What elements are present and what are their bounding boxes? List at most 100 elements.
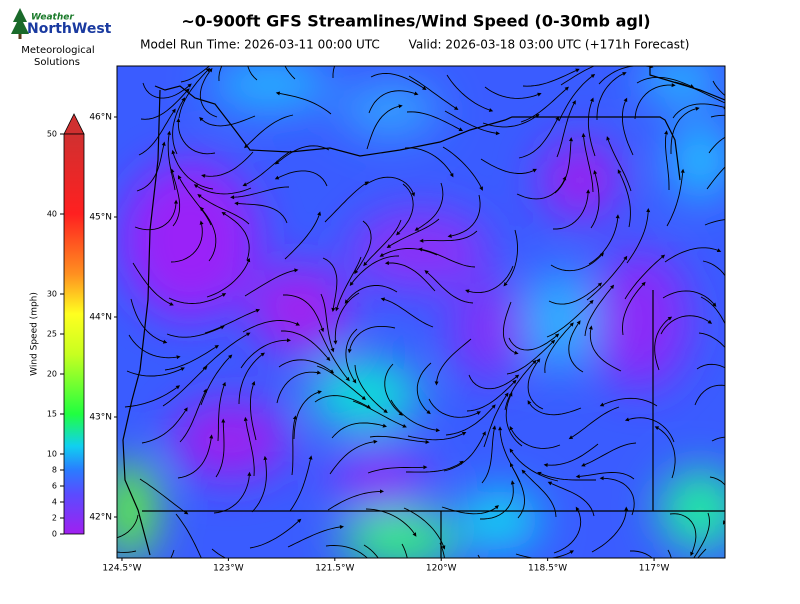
streamline — [587, 101, 596, 157]
stream-arrow — [363, 261, 368, 267]
stream-arrow — [498, 426, 503, 431]
stream-arrow — [389, 592, 394, 597]
stream-arrow — [599, 402, 605, 407]
stream-arrow — [441, 545, 446, 550]
streamline — [583, 136, 594, 193]
stream-arrow — [185, 88, 190, 93]
streamline — [249, 521, 299, 549]
streamline — [621, 101, 634, 156]
stream-arrow — [739, 391, 745, 397]
stream-arrow — [379, 489, 384, 494]
streamline — [329, 441, 374, 475]
streamline — [502, 301, 516, 353]
boundaries — [122, 66, 725, 558]
streamline — [553, 193, 589, 230]
streamline — [406, 462, 461, 473]
stream-arrow — [419, 238, 424, 243]
logo-subtitle: Meteorological — [21, 45, 94, 56]
streamline — [124, 387, 178, 408]
stream-arrow — [756, 459, 761, 464]
streamline — [277, 145, 330, 163]
streamline — [242, 320, 297, 333]
streamline — [324, 183, 366, 223]
streamline — [446, 74, 490, 111]
streamline — [200, 356, 230, 406]
stream-arrow — [379, 253, 384, 257]
streamline — [126, 368, 182, 377]
stream-arrow — [495, 131, 500, 136]
stream-arrow — [509, 425, 514, 431]
streamline — [196, 186, 252, 195]
streamline — [279, 92, 332, 115]
stream-arrow — [205, 67, 211, 73]
lon-label: 117°W — [639, 564, 670, 574]
model-run: Model Run Time: 2026-03-11 00:00 UTC — [140, 38, 380, 52]
streamline — [423, 230, 478, 242]
streamline — [516, 179, 565, 200]
stream-arrow — [514, 350, 519, 355]
stream-arrow — [547, 481, 553, 486]
stream-arrow — [384, 261, 390, 265]
streamline — [334, 292, 360, 341]
streamline — [568, 323, 584, 373]
streamline — [276, 371, 318, 404]
streamline — [548, 284, 600, 305]
streamline — [278, 170, 328, 187]
streamline — [584, 287, 612, 337]
streamline — [672, 103, 725, 119]
stream-arrow — [347, 348, 352, 354]
streamline — [177, 121, 216, 155]
streamline — [204, 151, 254, 177]
stream-arrow — [373, 439, 378, 444]
stream-arrow — [286, 338, 291, 343]
streamline — [694, 384, 725, 406]
stream-arrow — [161, 141, 166, 146]
streamline — [369, 435, 426, 443]
streamline — [586, 258, 626, 301]
lat-label: 43°N — [89, 413, 112, 423]
stream-arrow — [660, 254, 666, 259]
stream-arrow — [757, 111, 762, 116]
stream-arrow — [680, 168, 685, 173]
stream-arrow — [383, 409, 388, 414]
streamline — [238, 203, 288, 224]
stream-arrow — [491, 404, 496, 409]
streamline — [527, 361, 544, 410]
streamline — [178, 70, 208, 119]
streamline — [202, 334, 248, 370]
streamline — [442, 146, 482, 188]
stream-arrow — [622, 72, 627, 76]
stream-arrow — [354, 269, 359, 275]
streamline — [603, 397, 658, 407]
stream-arrow — [418, 247, 423, 252]
stream-arrow — [482, 431, 486, 436]
stream-arrow — [509, 448, 514, 453]
stream-arrow — [758, 223, 763, 228]
streamline — [172, 172, 181, 227]
streamline — [477, 554, 481, 558]
stream-arrow — [361, 395, 367, 400]
stream-arrow — [221, 211, 226, 216]
streamline — [349, 325, 396, 350]
stream-arrow — [554, 333, 560, 338]
streamline — [215, 422, 225, 478]
stream-arrow — [167, 130, 171, 136]
streamline — [436, 338, 472, 382]
map: 46°N 45°N 44°N 43°N 42°N 124.5°W 123°W 121.5°W 1… — [89, 65, 763, 597]
stream-arrow — [646, 208, 651, 213]
colorbar-tick-label: 15 — [47, 410, 57, 419]
colorbar-tick-label: 0 — [52, 530, 57, 539]
streamline — [293, 391, 319, 440]
logo-trunk — [18, 34, 22, 39]
streamline — [711, 436, 725, 442]
streamline — [558, 76, 593, 122]
streamlines — [117, 66, 763, 597]
stream-arrow — [208, 67, 213, 73]
stream-arrow — [590, 97, 594, 102]
streamline — [170, 224, 203, 263]
streamline — [607, 139, 632, 192]
coastline — [122, 89, 161, 556]
logo-brand: NorthWest — [27, 21, 112, 37]
streamline — [364, 176, 414, 194]
